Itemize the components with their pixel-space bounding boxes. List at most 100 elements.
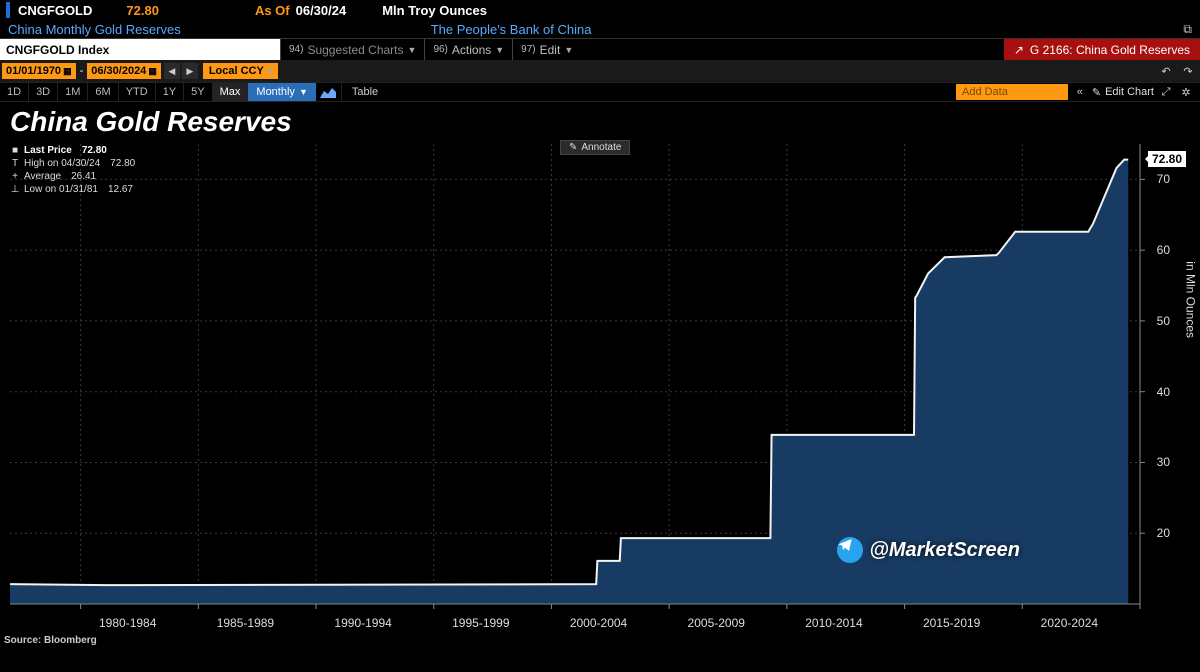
date-bar: 01/01/1970 ▦ - 06/30/2024 ▦ ◀ ▶ Local CC… — [0, 60, 1200, 82]
watermark: @MarketScreen — [837, 537, 1020, 563]
legend-symbol: ⊥ — [10, 183, 20, 196]
x-tick-label: 1985-1989 — [217, 616, 274, 630]
chevron-down-icon: ▼ — [299, 87, 308, 97]
chart-id-button[interactable]: ↗ G 2166: China Gold Reserves — [1004, 39, 1200, 60]
add-data-field[interactable]: Add Data — [956, 84, 1068, 100]
interval-value: Monthly — [256, 86, 295, 98]
pencil-icon: ✎ — [1092, 86, 1101, 99]
function-bar: CNGFGOLD Index 94) Suggested Charts ▼ 96… — [0, 38, 1200, 60]
x-tick-label: 2005-2009 — [688, 616, 745, 630]
y-tick-label: 70 — [1157, 172, 1170, 186]
fn-num: 96) — [433, 44, 447, 55]
legend-value: 12.67 — [108, 183, 133, 196]
chart-type-area-button[interactable] — [316, 83, 342, 101]
range-next-button[interactable]: ▶ — [182, 63, 198, 79]
date-from-field[interactable]: 01/01/1970 ▦ — [2, 63, 76, 79]
ticker-symbol: CNGFGOLD — [18, 3, 92, 18]
period-bar: 1D3D1M6MYTD1Y5YMax Monthly ▼ Table Add D… — [0, 82, 1200, 102]
period-6m-button[interactable]: 6M — [88, 83, 118, 101]
y-tick-label: 60 — [1157, 243, 1170, 257]
legend-marker: ■ — [10, 144, 20, 157]
popout-icon[interactable]: ⧉ — [1183, 22, 1192, 37]
legend-header-value: 72.80 — [82, 144, 107, 157]
edit-chart-label: Edit Chart — [1105, 86, 1154, 98]
date-separator: - — [78, 65, 86, 77]
table-view-button[interactable]: Table — [342, 83, 388, 101]
currency-field[interactable]: Local CCY ▾ — [203, 63, 279, 79]
fn-num: 97) — [521, 44, 535, 55]
series-name: China Monthly Gold Reserves — [8, 22, 181, 37]
asof-label: As Of — [255, 3, 290, 18]
range-prev-button[interactable]: ◀ — [164, 63, 180, 79]
index-field[interactable]: CNGFGOLD Index — [0, 39, 280, 60]
annotate-label: Annotate — [581, 142, 621, 153]
date-to-value: 06/30/2024 — [91, 65, 146, 77]
last-value-flag: 72.80 — [1148, 151, 1186, 167]
x-tick-label: 2020-2024 — [1041, 616, 1098, 630]
collapse-icon[interactable]: « — [1072, 84, 1088, 100]
edit-menu[interactable]: 97) Edit ▼ — [512, 39, 581, 60]
ticker-row: CNGFGOLD 72.80 As Of 06/30/24 Mln Troy O… — [0, 0, 1200, 20]
expand-icon[interactable]: ⤢ — [1158, 84, 1174, 100]
x-tick-label: 2000-2004 — [570, 616, 627, 630]
pencil-icon: ✎ — [569, 142, 577, 153]
subtitle-row: China Monthly Gold Reserves The People's… — [0, 20, 1200, 38]
legend-label: High on 04/30/24 — [24, 157, 100, 170]
period-max-button[interactable]: Max — [213, 83, 249, 101]
legend-value: 26.41 — [71, 170, 96, 183]
fn-label: Edit — [540, 43, 561, 57]
chevron-down-icon: ▼ — [408, 45, 417, 55]
issuer-name: The People's Bank of China — [431, 22, 592, 37]
fn-num: 94) — [289, 44, 303, 55]
undo-icon[interactable]: ↶ — [1158, 63, 1174, 79]
annotate-button[interactable]: ✎ Annotate — [560, 140, 630, 155]
legend-symbol: T — [10, 157, 20, 170]
ticker-price: 72.80 — [126, 3, 159, 18]
chevron-down-icon: ▾ — [268, 66, 273, 77]
add-data-label: Add Data — [962, 86, 1008, 98]
legend-label: Low on 01/31/81 — [24, 183, 98, 196]
x-tick-label: 1990-1994 — [334, 616, 391, 630]
legend-row: T High on 04/30/24 72.80 — [10, 157, 135, 170]
watermark-text: @MarketScreen — [869, 539, 1020, 562]
calendar-icon: ▦ — [148, 66, 157, 77]
period-1y-button[interactable]: 1Y — [156, 83, 184, 101]
legend-value: 72.80 — [110, 157, 135, 170]
y-tick-label: 30 — [1157, 455, 1170, 469]
ticker-unit: Mln Troy Ounces — [382, 3, 487, 18]
y-axis-title: in Mln Ounces — [1184, 261, 1198, 338]
y-tick-label: 20 — [1157, 526, 1170, 540]
interval-dropdown[interactable]: Monthly ▼ — [248, 83, 315, 101]
y-tick-label: 50 — [1157, 314, 1170, 328]
asof-date: 06/30/24 — [296, 3, 347, 18]
date-from-value: 01/01/1970 — [6, 65, 61, 77]
redo-icon[interactable]: ↷ — [1180, 63, 1196, 79]
legend-label: Average — [24, 170, 61, 183]
x-tick-label: 1995-1999 — [452, 616, 509, 630]
edit-chart-button[interactable]: ✎ Edit Chart — [1092, 86, 1154, 99]
telegram-icon — [837, 537, 863, 563]
gear-icon[interactable]: ✲ — [1178, 84, 1194, 100]
period-1m-button[interactable]: 1M — [58, 83, 88, 101]
date-to-field[interactable]: 06/30/2024 ▦ — [87, 63, 161, 79]
period-5y-button[interactable]: 5Y — [184, 83, 212, 101]
period-1d-button[interactable]: 1D — [0, 83, 29, 101]
y-tick-label: 40 — [1157, 385, 1170, 399]
share-icon: ↗ — [1014, 43, 1024, 57]
table-label: Table — [352, 86, 378, 98]
period-3d-button[interactable]: 3D — [29, 83, 58, 101]
symbol-marker — [6, 2, 10, 18]
chevron-down-icon: ▼ — [564, 45, 573, 55]
legend-header: Last Price — [24, 144, 72, 157]
legend-row: +Average26.41 — [10, 170, 135, 183]
suggested-charts-menu[interactable]: 94) Suggested Charts ▼ — [280, 39, 424, 60]
index-label: CNGFGOLD Index — [6, 43, 109, 57]
chart-area[interactable]: ■ Last Price 72.80 THigh on 04/30/2472.8… — [0, 138, 1200, 648]
source-label: Source: Bloomberg — [4, 635, 97, 646]
fn-label: Actions — [452, 43, 491, 57]
fn-label: Suggested Charts — [307, 43, 403, 57]
actions-menu[interactable]: 96) Actions ▼ — [424, 39, 512, 60]
x-tick-label: 2015-2019 — [923, 616, 980, 630]
legend-box: ■ Last Price 72.80 THigh on 04/30/2472.8… — [10, 144, 135, 196]
period-ytd-button[interactable]: YTD — [119, 83, 156, 101]
